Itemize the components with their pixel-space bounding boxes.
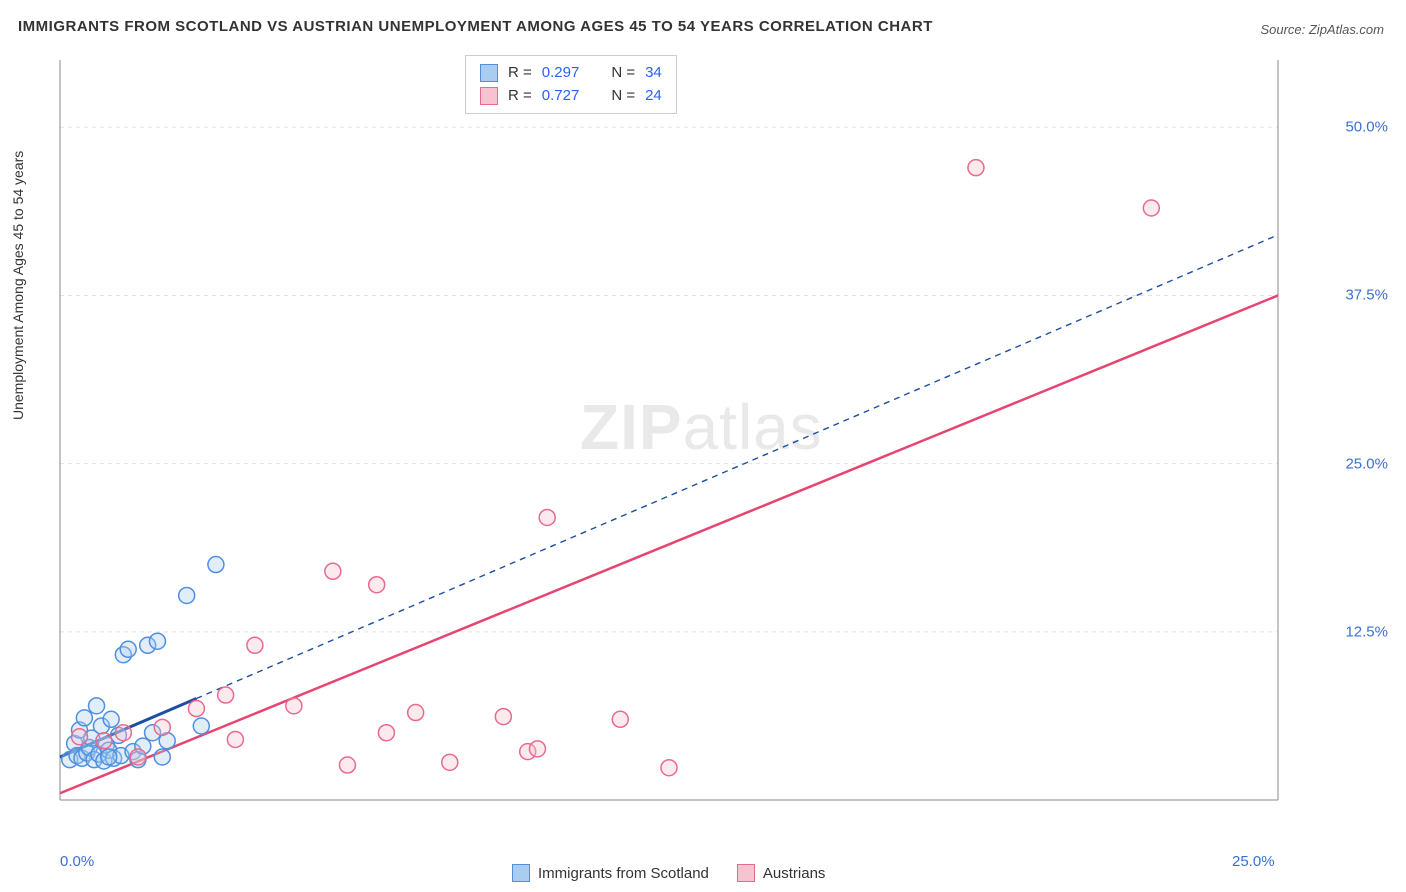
y-tick-label: 12.5% bbox=[1345, 623, 1388, 640]
r-label: R = bbox=[508, 62, 532, 85]
chart-plot-area bbox=[52, 50, 1342, 840]
chart-title: IMMIGRANTS FROM SCOTLAND VS AUSTRIAN UNE… bbox=[18, 18, 933, 35]
legend-row-austrians: R = 0.727 N = 24 bbox=[480, 85, 662, 108]
legend-item-austrians: Austrians bbox=[737, 864, 826, 882]
r-value-scotland: 0.297 bbox=[542, 62, 580, 85]
y-tick-label: 50.0% bbox=[1345, 119, 1388, 136]
source-label: Source: bbox=[1260, 22, 1308, 37]
x-tick-label: 0.0% bbox=[60, 853, 94, 870]
r-value-austrians: 0.727 bbox=[542, 85, 580, 108]
source-value: ZipAtlas.com bbox=[1309, 22, 1384, 37]
y-tick-label: 25.0% bbox=[1345, 455, 1388, 472]
y-tick-label: 37.5% bbox=[1345, 287, 1388, 304]
scatter-chart-svg bbox=[52, 50, 1342, 840]
n-value-scotland: 34 bbox=[645, 62, 662, 85]
correlation-legend: R = 0.297 N = 34 R = 0.727 N = 24 bbox=[465, 55, 677, 114]
legend-label-austrians: Austrians bbox=[763, 865, 826, 882]
n-value-austrians: 24 bbox=[645, 85, 662, 108]
legend-label-scotland: Immigrants from Scotland bbox=[538, 865, 709, 882]
series-legend: Immigrants from Scotland Austrians bbox=[512, 864, 825, 882]
swatch-scotland bbox=[480, 64, 498, 82]
swatch-austrians bbox=[480, 87, 498, 105]
x-tick-label: 25.0% bbox=[1232, 853, 1275, 870]
source-attribution: Source: ZipAtlas.com bbox=[1260, 22, 1384, 37]
legend-row-scotland: R = 0.297 N = 34 bbox=[480, 62, 662, 85]
y-axis-label: Unemployment Among Ages 45 to 54 years bbox=[10, 151, 26, 420]
swatch-scotland bbox=[512, 864, 530, 882]
n-label: N = bbox=[611, 85, 635, 108]
n-label: N = bbox=[611, 62, 635, 85]
legend-item-scotland: Immigrants from Scotland bbox=[512, 864, 709, 882]
r-label: R = bbox=[508, 85, 532, 108]
swatch-austrians bbox=[737, 864, 755, 882]
